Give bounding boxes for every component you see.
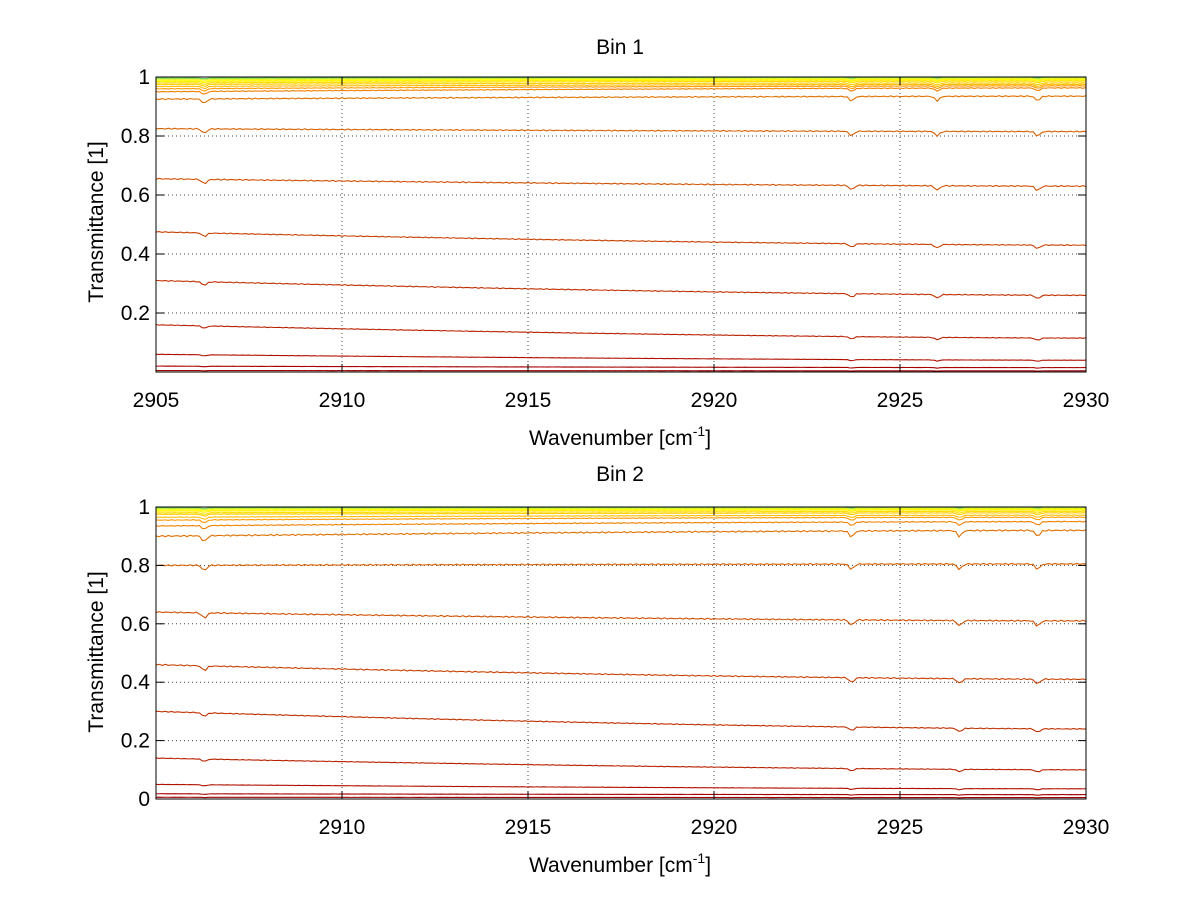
- bin-2-series-line-5: [155, 510, 1087, 515]
- bin-1-y-tick-label: 0.4: [121, 243, 151, 266]
- bin-2-ticks: 2910 2915 2920 2925 2930 0 0.2 0.4 0.6 0.8 1: [121, 496, 1110, 839]
- bin-2-grid: [156, 507, 1086, 799]
- bin-1-x-tick-label: 2920: [691, 389, 738, 412]
- bin-1-series-line-16: [155, 353, 1087, 362]
- bin-2-series-line-3: [155, 508, 1087, 512]
- bin-2-series-line-8: [155, 516, 1087, 524]
- bin-1-series-line-2: [155, 77, 1087, 81]
- bin-1-x-tick-label: 2925: [877, 389, 924, 412]
- bin-2-series-line-11: [155, 562, 1087, 571]
- bin-2-series-line-2: [155, 507, 1087, 510]
- bin-2-xlabel-superscript: -1: [693, 850, 706, 866]
- bin-2-xlabel-suffix: ]: [705, 854, 711, 877]
- bin-1-series-line-1: [155, 76, 1087, 80]
- bin-2-x-tick-label: 2910: [319, 816, 366, 839]
- bin-2-y-tick-label: 0.6: [121, 613, 150, 636]
- bin-2-x-tick-label: 2930: [1063, 816, 1110, 839]
- bin-2-series-line-12: [155, 611, 1087, 627]
- bin-1-series-line-4: [155, 79, 1087, 84]
- bin-2-series-line-6: [155, 512, 1087, 517]
- bin-2-title: Bin 2: [596, 463, 644, 486]
- bin-1-y-tick-label: 0.8: [121, 125, 150, 148]
- bin-2-x-tick-label: 2925: [877, 816, 924, 839]
- bin-1-series-line-3: [155, 78, 1087, 82]
- bin-2-y-axis-title: Transmittance [1]: [85, 571, 108, 732]
- bin-1-series-line-9: [155, 87, 1087, 95]
- bin-2-y-tick-label: 1: [138, 496, 150, 519]
- bin-1-y-axis-title: Transmittance [1]: [85, 141, 108, 302]
- bin-2-series: [155, 506, 1087, 799]
- bin-2-axes-box: [155, 506, 1087, 800]
- bin-1-series-line-5: [155, 80, 1087, 85]
- bin-2-series-line-17: [156, 793, 1087, 796]
- bin-2-y-tick-label: 0.8: [121, 554, 150, 577]
- bin-1-series-line-13: [155, 231, 1087, 249]
- bin-2-y-tick-label: 0.2: [121, 730, 150, 753]
- bin-2-series-line-1: [155, 506, 1087, 509]
- bin-1-series-line-18: [155, 369, 1087, 372]
- bin-1-xlabel-suffix: ]: [705, 427, 711, 450]
- bin-1-y-tick-label: 0.2: [121, 302, 150, 325]
- bin-1-xlabel-superscript: -1: [693, 423, 706, 439]
- bin-2-series-line-4: [155, 509, 1087, 513]
- bin-1-x-tick-label: 2930: [1063, 389, 1110, 412]
- bin-1-grid: [156, 77, 1086, 372]
- bin-1-series-line-15: [155, 323, 1087, 341]
- bin-1-ticks: 2905 2910 2915 2920 2925 2930 0.2 0.4 0.6 0.8 1: [121, 66, 1110, 412]
- bin-2-x-tick-label: 2915: [505, 816, 552, 839]
- bin-2-y-tick-label: 0: [138, 788, 150, 811]
- bin-1-series-line-11: [155, 127, 1087, 137]
- bin-1-y-tick-label: 0.6: [121, 184, 150, 207]
- bin-1-series-line-8: [155, 85, 1087, 92]
- bin-1-series: [155, 76, 1087, 372]
- bin-2-axes: [155, 506, 1087, 800]
- bin-1-series-line-12: [155, 177, 1087, 192]
- bin-2-series-line-13: [155, 663, 1087, 685]
- bin-1-x-axis-title: Wavenumber [cm-1]: [529, 423, 711, 450]
- bin-2-series-line-18: [155, 796, 1087, 799]
- bin-1-series-line-14: [155, 279, 1087, 299]
- bin-2-xlabel-main: Wavenumber [cm: [529, 854, 693, 877]
- bin-1-panel: Bin 1 2905 2910 2915 2920 2925 2930 0.2 0.4 0.6 0…: [85, 36, 1109, 450]
- bin-1-series-line-7: [155, 83, 1087, 90]
- bin-2-y-tick-label: 0.4: [121, 671, 151, 694]
- bin-2-series-line-10: [155, 529, 1087, 542]
- bin-2-series-line-9: [155, 520, 1087, 530]
- bin-1-x-tick-label: 2910: [319, 389, 366, 412]
- bin-2-series-line-15: [155, 757, 1087, 773]
- bin-1-axes-box: [155, 76, 1087, 373]
- bin-1-xlabel-main: Wavenumber [cm: [529, 427, 693, 450]
- bin-2-panel: Bin 2 2910 2915 2920 2925 2930 0 0.2 0.4 0.6 0.8 1…: [85, 463, 1109, 877]
- bin-1-x-tick-label: 2915: [505, 389, 552, 412]
- bin-1-series-line-6: [155, 82, 1087, 87]
- bin-1-title: Bin 1: [596, 36, 644, 59]
- bin-1-series-line-10: [155, 95, 1087, 104]
- bin-2-series-line-7: [155, 514, 1087, 520]
- bin-2-series-line-16: [155, 783, 1087, 791]
- bin-2-x-tick-label: 2920: [691, 816, 738, 839]
- bin-2-x-axis-title: Wavenumber [cm-1]: [529, 850, 711, 877]
- bin-2-series-line-14: [155, 710, 1087, 733]
- bin-1-axes: [155, 76, 1087, 373]
- bin-1-series-line-17: [156, 365, 1086, 369]
- bin-1-x-tick-label: 2905: [133, 389, 180, 412]
- bin-1-y-tick-label: 1: [138, 66, 150, 89]
